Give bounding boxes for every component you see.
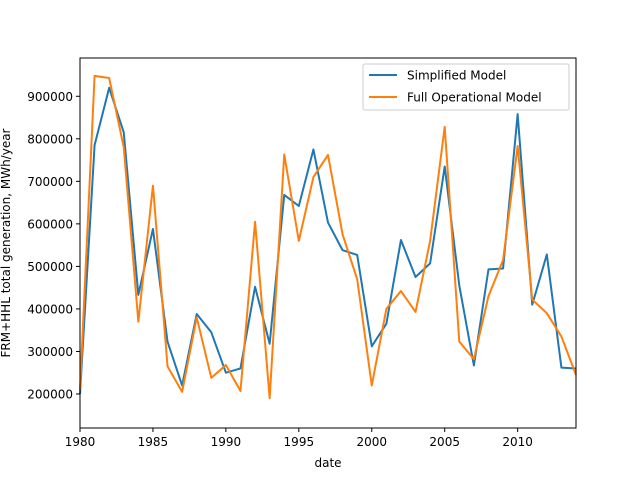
y-tick-label: 500000: [27, 260, 73, 274]
plot-frame: [79, 57, 577, 429]
y-tick-label: 200000: [27, 387, 73, 401]
x-tick-label: 2000: [356, 435, 387, 449]
x-tick-label: 1995: [284, 435, 315, 449]
series-lines: [79, 74, 577, 400]
y-axis-label: FRM+HHL total generation, MWh/year: [0, 128, 13, 357]
series-line-full-operational-model: [79, 74, 577, 400]
plot-area: [80, 58, 576, 428]
y-tick-label: 300000: [27, 345, 73, 359]
y-axis: 200000 300000 400000 500000 600000 700000 8000…: [27, 90, 80, 401]
x-tick-label: 2010: [502, 435, 533, 449]
legend-label-full-operational: Full Operational Model: [407, 91, 542, 105]
y-tick-label: 800000: [27, 132, 73, 146]
y-tick-label: 900000: [27, 90, 73, 104]
x-tick-label: 2005: [429, 435, 460, 449]
legend-box: [362, 63, 570, 111]
x-tick-label: 1990: [211, 435, 242, 449]
x-tick-label: 1980: [65, 435, 96, 449]
legend: Simplified Model Full Operational Model: [362, 63, 570, 111]
x-axis: 1980 1985 1990 1995 2000 2005 2010: [65, 428, 533, 449]
y-tick-label: 700000: [27, 175, 73, 189]
y-tick-label: 400000: [27, 302, 73, 316]
legend-label-simplified: Simplified Model: [407, 69, 506, 83]
x-tick-label: 1985: [138, 435, 169, 449]
x-axis-label: date: [314, 456, 341, 470]
y-tick-label: 600000: [27, 217, 73, 231]
